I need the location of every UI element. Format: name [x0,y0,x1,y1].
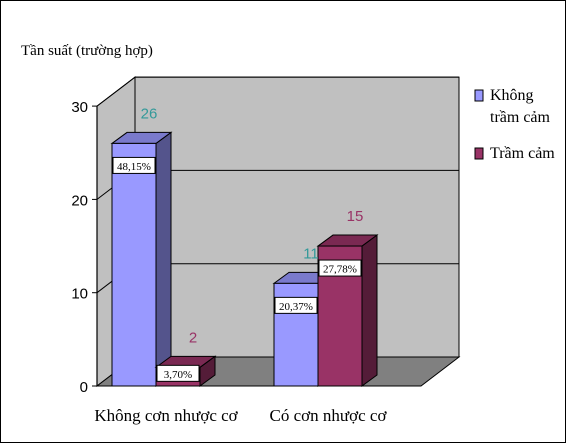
percent-label-box [112,156,156,174]
x-tick-label: Có cơn nhược cơ [270,406,388,425]
percent-label: 3,70% [164,369,192,381]
bar [111,142,157,387]
legend-swatch [474,147,484,160]
x-tick-label: Không cơn nhược cơ [94,406,238,425]
bar-value-label: 15 [347,208,364,225]
y-tick-label: 10 [71,286,88,303]
percent-label-box [318,259,362,277]
bar-side [361,234,378,387]
y-axis-title: Tần suất (trường hợp) [21,43,153,59]
percent-label-box [156,364,200,382]
y-tick-label: 0 [80,379,88,396]
legend-label: Trầm cảm [490,145,555,162]
bar-side [155,131,172,387]
percent-label-box [274,296,318,314]
data-labels: 26 48,15% 2 3,70% 11 20,37% 15 27,78% [112,105,364,382]
y-tick-label: 20 [71,192,88,209]
bar-value-label: 26 [141,105,158,122]
percent-label: 20,37% [279,301,313,313]
bar-value-label: 11 [303,245,319,262]
axes: 0 10 20 30 Không cơn nhược cơ Có cơn nhược cơ [71,99,387,425]
gridline [96,76,459,107]
legend-label: Không [490,87,534,104]
y-tick-label: 30 [71,99,88,116]
legend: Không trầm cảm Trầm cảm [474,87,555,162]
legend-swatch [474,89,484,102]
legend-label: trầm cảm [490,109,551,126]
bar-value-label: 2 [189,329,197,346]
percent-label: 48,15% [117,161,151,173]
percent-label: 27,78% [323,264,357,276]
